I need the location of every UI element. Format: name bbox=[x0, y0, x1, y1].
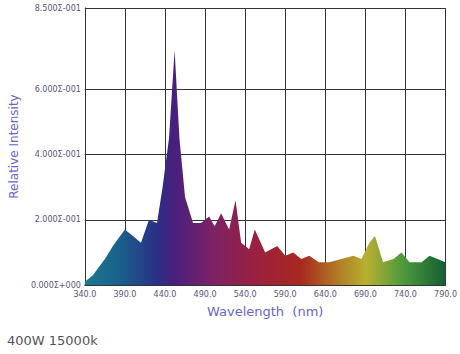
svg-text:340.0: 340.0 bbox=[73, 290, 96, 299]
svg-text:590.0: 590.0 bbox=[274, 290, 297, 299]
svg-text:400W 15000k: 400W 15000k bbox=[7, 333, 98, 348]
svg-text:640.0: 640.0 bbox=[314, 290, 337, 299]
svg-text:0.000Σ+000: 0.000Σ+000 bbox=[31, 281, 81, 290]
svg-text:540.0: 540.0 bbox=[234, 290, 257, 299]
svg-text:690.0: 690.0 bbox=[354, 290, 377, 299]
svg-text:440.0: 440.0 bbox=[154, 290, 177, 299]
svg-text:2.000Σ-001: 2.000Σ-001 bbox=[35, 215, 81, 224]
svg-text:6.000Σ-001: 6.000Σ-001 bbox=[35, 85, 81, 94]
svg-text:390.0: 390.0 bbox=[113, 290, 136, 299]
svg-text:4.000Σ-001: 4.000Σ-001 bbox=[35, 150, 81, 159]
svg-text:Relative Intensity: Relative Intensity bbox=[7, 94, 21, 198]
svg-text:8.500Σ-001: 8.500Σ-001 bbox=[35, 4, 81, 13]
svg-text:Wavelength (nm): Wavelength (nm) bbox=[207, 304, 323, 319]
svg-text:490.0: 490.0 bbox=[194, 290, 217, 299]
svg-text:790.0: 790.0 bbox=[434, 290, 457, 299]
svg-text:740.0: 740.0 bbox=[394, 290, 417, 299]
